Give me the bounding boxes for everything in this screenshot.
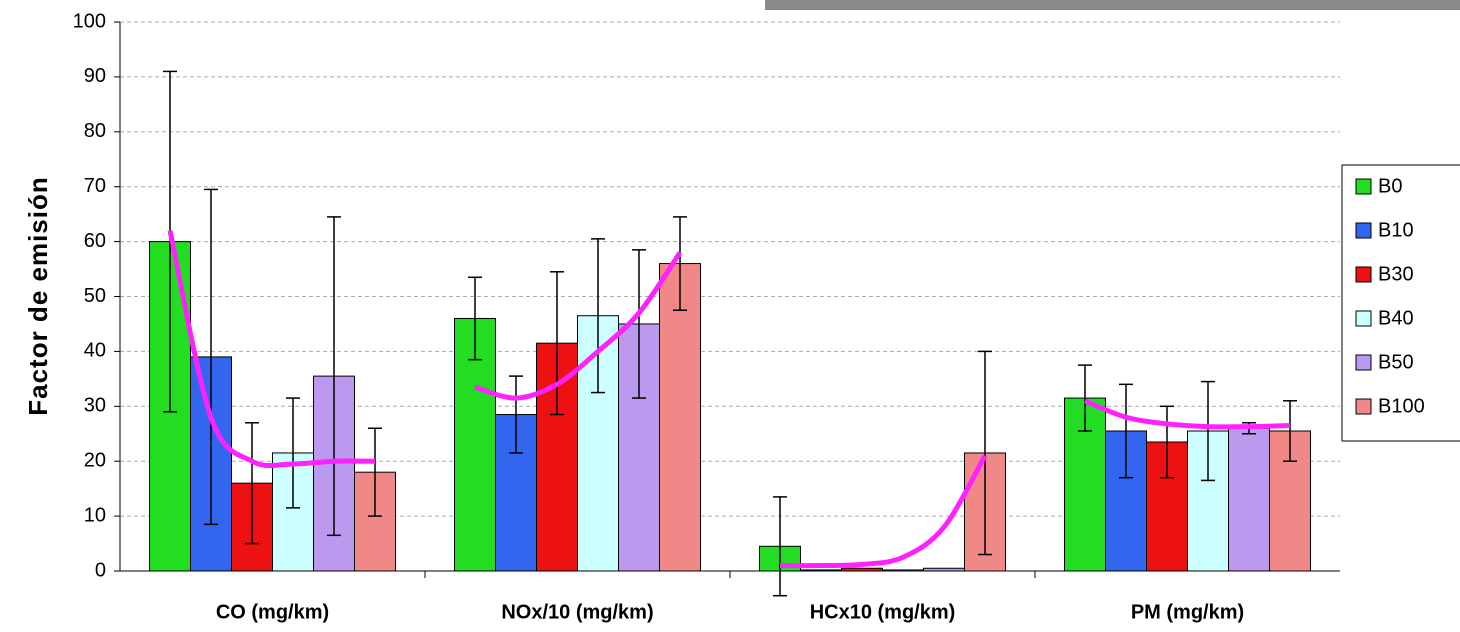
bar [883, 570, 924, 571]
legend-label: B0 [1378, 175, 1402, 197]
y-tick-label: 100 [73, 10, 106, 32]
y-tick-label: 10 [84, 504, 106, 526]
x-tick-label: CO (mg/km) [216, 601, 329, 623]
chart: Factor de emisión 0 10 20 30 40 50 60 70 80 90 100… [0, 0, 1460, 627]
y-tick-label: 30 [84, 395, 106, 417]
y-tick-label: 80 [84, 120, 106, 142]
legend-label: B10 [1378, 219, 1414, 241]
y-tick-label: 40 [84, 340, 106, 362]
x-tick-label: HCx10 (mg/km) [810, 601, 956, 623]
legend-swatch [1356, 399, 1371, 414]
y-tick-label: 20 [84, 449, 106, 471]
y-tick-label: 90 [84, 65, 106, 87]
y-tick-label: 60 [84, 230, 106, 252]
legend-swatch [1356, 223, 1371, 238]
legend-swatch [1356, 267, 1371, 282]
legend-label: B30 [1378, 263, 1414, 285]
bar [801, 570, 842, 571]
bar [924, 568, 965, 571]
x-tick-label: NOx/10 (mg/km) [501, 601, 653, 623]
legend-swatch [1356, 355, 1371, 370]
legend-label: B50 [1378, 351, 1414, 373]
legend-swatch [1356, 311, 1371, 326]
y-axis-label: Factor de emisión [23, 176, 53, 416]
y-tick-label: 70 [84, 175, 106, 197]
bar [1229, 428, 1270, 571]
legend-label: B40 [1378, 307, 1414, 329]
photo-edge [765, 0, 1460, 10]
y-tick-label: 0 [95, 559, 106, 581]
y-tick-label: 50 [84, 285, 106, 307]
bar [842, 568, 883, 571]
legend-swatch [1356, 179, 1371, 194]
legend-label: B100 [1378, 395, 1425, 417]
x-tick-label: PM (mg/km) [1131, 601, 1244, 623]
trend-line [1085, 401, 1290, 427]
trend-line [780, 456, 985, 566]
